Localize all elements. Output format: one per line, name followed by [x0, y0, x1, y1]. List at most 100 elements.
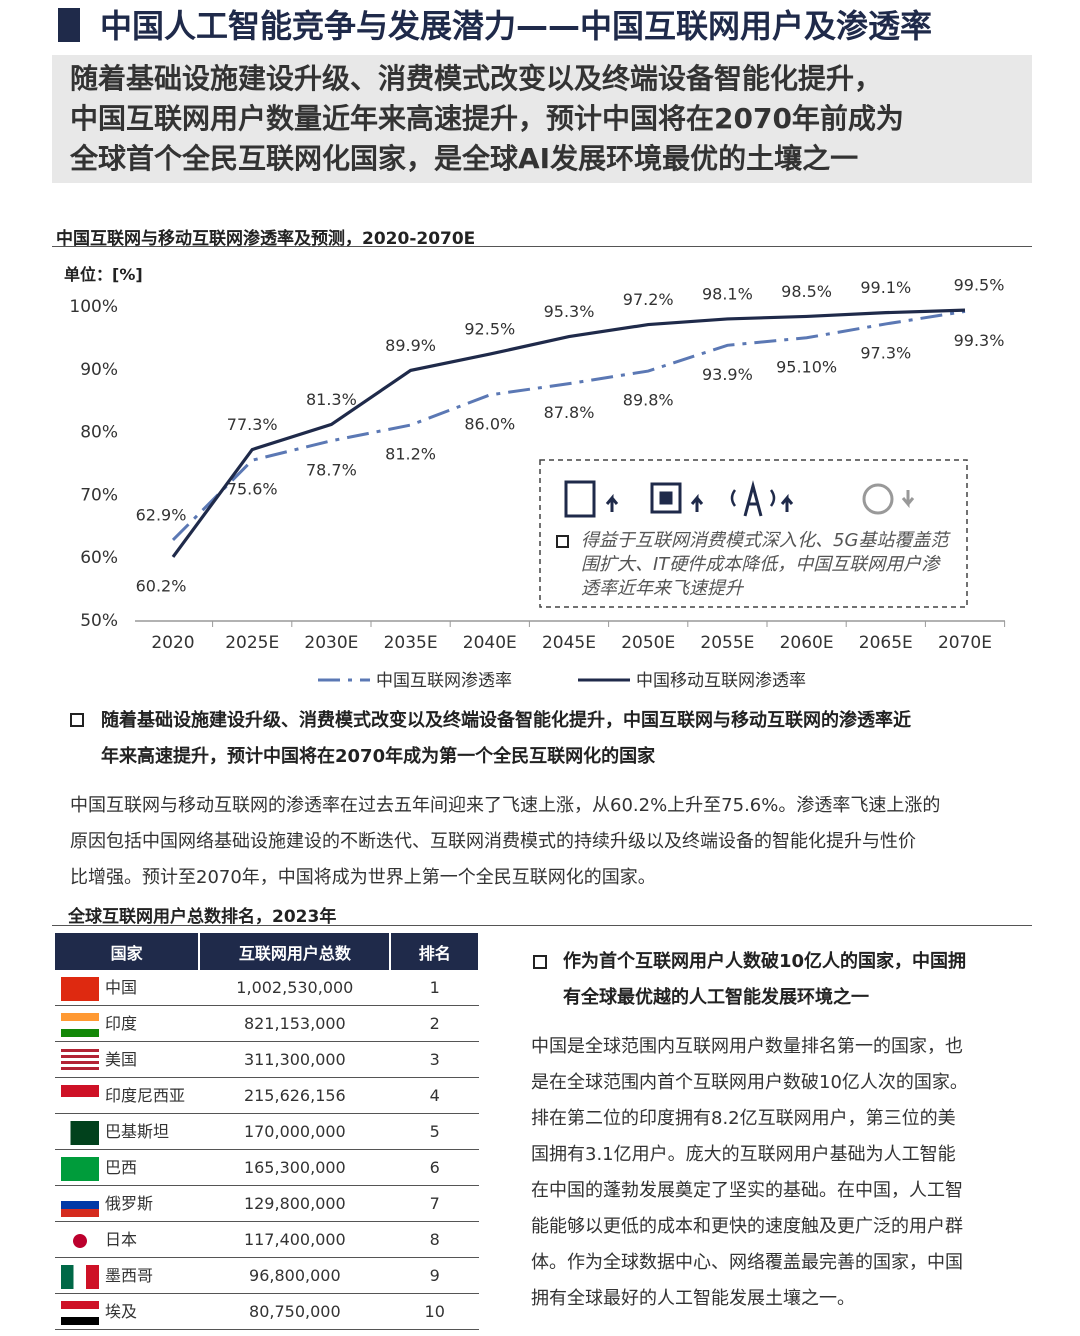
x-tick-label: 2070E: [938, 633, 992, 653]
bullet: [556, 535, 569, 548]
x-tick-label: 2025E: [225, 633, 279, 653]
cell-text: 中国: [105, 978, 138, 998]
table-cell: 墨西哥: [55, 1257, 200, 1294]
data-label: 60.2%: [136, 576, 187, 595]
table-cell: 821,153,000: [199, 1005, 391, 1042]
heading-line: 随着基础设施建设升级、消费模式改变以及终端设备智能化提升，中国互联网与移动互联网…: [101, 710, 911, 731]
cell-text: 印度尼西亚: [105, 1086, 186, 1106]
data-label: 95.10%: [776, 357, 837, 376]
cell-text: 117,400,000: [243, 1230, 346, 1249]
table-row: 日本 117,400,000 8: [55, 1221, 479, 1258]
cell-text: 3: [429, 1050, 440, 1069]
cell-text: 8: [429, 1230, 440, 1249]
table-cell: 巴西: [55, 1149, 200, 1186]
summary-line: 全球首个全民互联网化国家，是全球AI发展环境最优的土壤之一: [70, 142, 859, 175]
table-row: 埃及 80,750,000 10: [55, 1293, 479, 1330]
legend-label: 中国移动互联网渗透率: [636, 671, 806, 691]
cell-text: 美国: [105, 1050, 138, 1070]
table-row: 印度尼西亚 215,626,156 4: [55, 1077, 479, 1114]
table-cell: 5: [390, 1113, 479, 1150]
ranking-table: 国家 互联网用户总数 排名 中国 1,002,530,000 1 印度 821,153,000…: [55, 933, 480, 1330]
table-cell: 6: [390, 1149, 479, 1186]
data-label: 99.1%: [860, 278, 911, 297]
flag: [61, 1048, 99, 1073]
table-row: 墨西哥 96,800,000 9: [55, 1257, 479, 1294]
column-header: 国家: [55, 933, 201, 970]
data-label: 89.9%: [385, 336, 436, 355]
cell-text: 1,002,530,000: [236, 978, 354, 997]
flag: [61, 1012, 99, 1037]
table-row: 俄罗斯 129,800,000 7: [55, 1185, 479, 1222]
data-label: 62.9%: [136, 505, 187, 524]
cell-text: 6: [429, 1158, 440, 1177]
cell-text: 165,300,000: [243, 1158, 346, 1177]
summary-line: 随着基础设施建设升级、消费模式改变以及终端设备智能化提升，: [70, 62, 883, 95]
table-cell: 165,300,000: [199, 1149, 391, 1186]
x-tick-label: 2060E: [780, 633, 834, 653]
data-label: 99.3%: [954, 331, 1005, 350]
data-label: 87.8%: [544, 403, 595, 422]
cell-text: 96,800,000: [249, 1266, 341, 1285]
paragraph-line: 中国互联网与移动互联网的渗透率在过去五年间迎来了飞速上涨，从60.2%上升至75…: [70, 795, 941, 816]
data-label: 86.0%: [464, 414, 515, 433]
table-cell: 印度尼西亚: [55, 1077, 200, 1114]
cell-text: 10: [424, 1302, 445, 1321]
cell-text: 俄罗斯: [105, 1194, 154, 1214]
page-title: 中国人工智能竞争与发展潜力——中国互联网用户及渗透率: [100, 7, 933, 45]
rule: [52, 925, 1032, 926]
x-tick-label: 2035E: [384, 633, 438, 653]
legend-label: 中国互联网渗透率: [376, 671, 512, 691]
title-mark: [58, 8, 80, 42]
icons: [564, 480, 915, 518]
cell-text: 215,626,156: [243, 1086, 346, 1105]
data-label: 97.3%: [860, 343, 911, 362]
table-cell: 170,000,000: [199, 1113, 391, 1150]
paragraph-line: 拥有全球最好的人工智能发展土壤之一。: [531, 1288, 855, 1309]
flag: [61, 1264, 99, 1289]
column-header: 互联网用户总数: [199, 933, 392, 970]
table-cell: 311,300,000: [199, 1041, 391, 1078]
y-tick-label: 100%: [69, 297, 118, 317]
unit-label: 单位：[%]: [64, 265, 143, 284]
table-cell: 80,750,000: [199, 1293, 391, 1330]
summary-box: 随着基础设施建设升级、消费模式改变以及终端设备智能化提升， 中国互联网用户数量近年…: [52, 55, 1032, 183]
cell-text: 巴基斯坦: [105, 1122, 170, 1142]
bullet: [533, 955, 547, 969]
cell-text: 9: [429, 1266, 440, 1285]
table-cell: 3: [390, 1041, 479, 1078]
table-cell: 215,626,156: [199, 1077, 391, 1114]
heading-line: 有全球最优越的人工智能发展环境之一: [563, 987, 869, 1008]
x-tick-label: 2045E: [542, 633, 596, 653]
paragraph-line: 是在全球范围内首个互联网用户数破10亿人次的国家。: [531, 1072, 968, 1093]
flag: [61, 1120, 99, 1145]
data-label: 81.3%: [306, 390, 357, 409]
table-cell: 10: [390, 1293, 479, 1330]
heading-line: 作为首个互联网用户人数破10亿人的国家，中国拥: [563, 951, 967, 972]
bullet: [70, 713, 84, 727]
flag: [61, 1192, 99, 1217]
annotation-box: [539, 459, 968, 608]
paragraph-line: 能能够以更低的成本和更快的速度触及更广泛的用户群: [531, 1216, 963, 1237]
cell-text: 5: [429, 1122, 440, 1141]
summary-line: 中国互联网用户数量近年来高速提升，预计中国将在2070年前成为: [70, 102, 904, 135]
cell-text: 129,800,000: [243, 1194, 346, 1213]
annotation: 得益于互联网消费模式深入化、5G基站覆盖范围扩大、IT硬件成本降低，中国互联网用…: [581, 530, 949, 599]
data-label: 93.9%: [702, 365, 753, 384]
flag: [61, 1156, 99, 1181]
table-row: 印度 821,153,000 2: [55, 1005, 479, 1042]
table-cell: 129,800,000: [199, 1185, 391, 1222]
y-tick-label: 90%: [80, 360, 118, 380]
paragraph-line: 比增强。预计至2070年，中国将成为世界上第一个全民互联网化的国家。: [70, 867, 656, 888]
data-label: 97.2%: [623, 290, 674, 309]
cell-text: 1: [429, 978, 440, 997]
flag: [61, 1228, 99, 1253]
cell-text: 170,000,000: [243, 1122, 346, 1141]
table-cell: 96,800,000: [199, 1257, 391, 1294]
cell-text: 311,300,000: [243, 1050, 346, 1069]
chart: 50% 60% 70% 80% 90% 100% 2020 2025E 2030E 2035E 20…: [69, 276, 1006, 691]
table-cell: 巴基斯坦: [55, 1113, 200, 1150]
x-tick-label: 2020: [151, 633, 194, 653]
paragraph-line: 在中国的蓬勃发展奠定了坚实的基础。在中国，人工智: [531, 1180, 963, 1201]
table-title: 全球互联网用户总数排名，2023年: [68, 907, 337, 927]
table-row: 美国 311,300,000 3: [55, 1041, 479, 1078]
